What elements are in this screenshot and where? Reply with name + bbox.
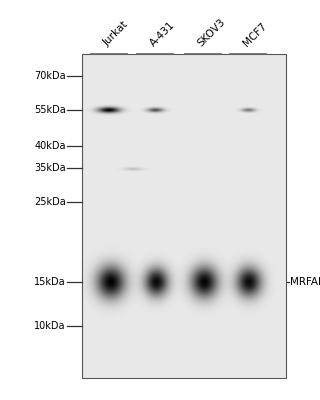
- Text: 25kDa: 25kDa: [34, 197, 66, 207]
- Text: 40kDa: 40kDa: [34, 141, 66, 151]
- Text: 15kDa: 15kDa: [34, 277, 66, 287]
- Text: Jurkat: Jurkat: [102, 19, 130, 48]
- Text: 35kDa: 35kDa: [34, 163, 66, 173]
- Text: MCF7: MCF7: [241, 20, 268, 48]
- Text: SKOV3: SKOV3: [196, 16, 228, 48]
- Text: A-431: A-431: [148, 19, 177, 48]
- Bar: [82, 54, 286, 378]
- Text: MRFAP1: MRFAP1: [290, 277, 320, 287]
- Text: 55kDa: 55kDa: [34, 105, 66, 115]
- Text: 10kDa: 10kDa: [34, 321, 66, 331]
- Text: 70kDa: 70kDa: [34, 71, 66, 81]
